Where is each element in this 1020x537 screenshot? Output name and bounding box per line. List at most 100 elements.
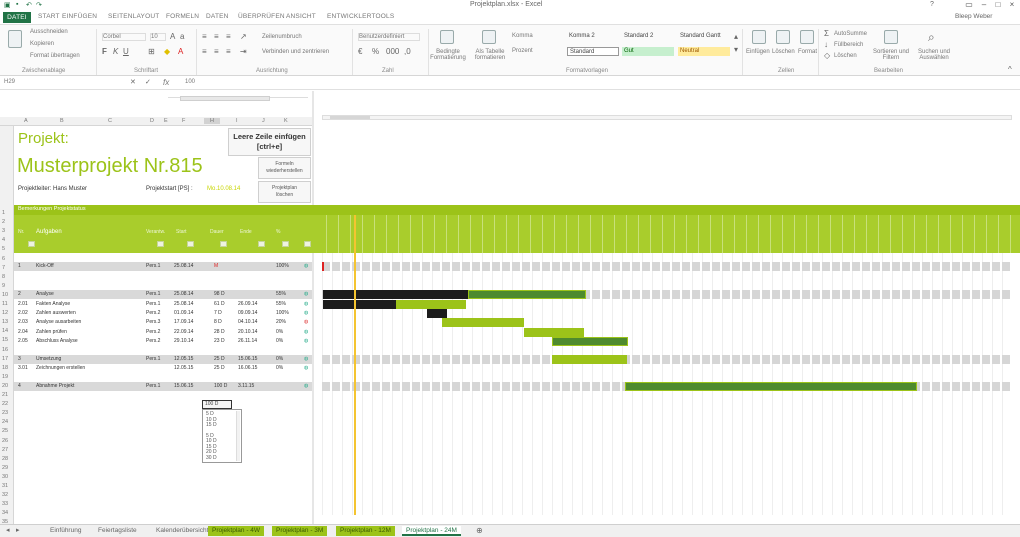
row-number[interactable]: 23 [2, 410, 9, 417]
gantt-bar[interactable] [396, 300, 466, 309]
row-number[interactable]: 15 [2, 337, 9, 344]
row-number[interactable]: 28 [2, 455, 9, 462]
thousands-icon[interactable]: 000 [386, 47, 400, 56]
task-end[interactable]: 15.06.15 [238, 356, 258, 362]
row-number[interactable]: 2 [2, 219, 6, 226]
wrap-text-button[interactable]: Zeilenumbruch [262, 34, 302, 40]
task-start[interactable]: 22.09.14 [174, 329, 194, 335]
task-nr[interactable]: 2.02 [18, 310, 28, 316]
column-header-selected[interactable]: H [204, 118, 220, 124]
sheet-tab-einfuehrung[interactable]: Einführung [50, 527, 82, 534]
fill-button[interactable]: Füllbereich [834, 42, 864, 48]
gantt-bar[interactable] [322, 262, 324, 271]
left-pane-scroll-thumb[interactable] [180, 96, 270, 101]
task-resp[interactable]: Pers.2 [146, 310, 161, 316]
filter-dropdown-icon[interactable] [28, 241, 35, 247]
task-start[interactable]: 25.08.14 [174, 301, 194, 307]
row-number[interactable]: 7 [2, 264, 6, 271]
maximize-icon[interactable]: □ [995, 0, 1001, 9]
format-painter-button[interactable]: Format übertragen [30, 53, 80, 59]
task-nr[interactable]: 2 [18, 291, 21, 297]
autosum-button[interactable]: AutoSumme [834, 31, 868, 37]
align-top-icon[interactable]: ≡ [202, 32, 207, 41]
column-header[interactable]: K [284, 118, 288, 124]
summary-task-row[interactable]: 3 Umsetzung Pers.1 12.05.15 25 D 15.06.15 0% ◍ [14, 355, 312, 364]
dropdown-scrollbar[interactable] [236, 411, 240, 461]
column-header[interactable]: C [108, 118, 112, 124]
row-number[interactable]: 27 [2, 446, 9, 453]
tab-scroll-right-icon[interactable]: ▸ [16, 527, 20, 534]
styles-scroll-up-icon[interactable]: ▴ [734, 32, 739, 41]
row-number[interactable]: 17 [2, 355, 9, 362]
tab-insert[interactable]: EINFÜGEN [62, 13, 98, 20]
format-as-table-icon[interactable] [482, 30, 496, 44]
column-header[interactable]: I [236, 118, 238, 124]
project-name[interactable]: Musterprojekt Nr.815 [17, 155, 203, 177]
filter-dropdown-icon[interactable] [220, 241, 227, 247]
summary-task-row[interactable]: 1 Kick-Off Pers.1 25.08.14 M 100% ◍ [14, 262, 312, 271]
row-number[interactable]: 13 [2, 319, 9, 326]
row-number[interactable]: 33 [2, 501, 9, 508]
task-end[interactable]: 16.06.15 [238, 365, 258, 371]
project-start-value[interactable]: Mo.10.08.14 [207, 186, 241, 192]
row-number[interactable]: 12 [2, 310, 9, 317]
row-number[interactable]: 29 [2, 464, 9, 471]
italic-icon[interactable]: K [113, 47, 119, 56]
row-number[interactable]: 26 [2, 437, 9, 444]
gantt-bar[interactable] [468, 290, 586, 299]
tab-data[interactable]: DATEN [206, 13, 229, 20]
task-row[interactable]: 3.01 Zeichnungen erstellen 12.05.15 25 D 16.… [14, 364, 312, 373]
row-number[interactable]: 5 [2, 246, 6, 253]
sheet-tab-feiertage[interactable]: Feiertagsliste [98, 527, 137, 534]
grow-font-icon[interactable]: A [170, 32, 176, 41]
font-name-select[interactable]: Corbel [102, 33, 146, 41]
add-sheet-icon[interactable]: ⊕ [476, 526, 483, 535]
task-nr[interactable]: 2.05 [18, 338, 28, 344]
filter-dropdown-icon[interactable] [258, 241, 265, 247]
dropdown-option[interactable]: 20 D [206, 449, 217, 455]
row-number[interactable]: 21 [2, 392, 9, 398]
task-nr[interactable]: 3 [18, 356, 21, 362]
task-dur[interactable]: 8 D [214, 319, 222, 325]
filter-dropdown-icon[interactable] [282, 241, 289, 247]
task-start[interactable]: 25.08.14 [174, 291, 194, 297]
cut-button[interactable]: Ausschneiden [30, 29, 68, 35]
task-name[interactable]: Analyse [36, 291, 54, 297]
filter-dropdown-icon[interactable] [304, 241, 311, 247]
task-pct[interactable]: 55% [276, 301, 287, 307]
row-number[interactable]: 1 [2, 210, 6, 216]
tab-review[interactable]: ÜBERPRÜFEN [238, 13, 285, 20]
style-standard-2[interactable]: Standard 2 [624, 33, 654, 39]
duration-dropdown-list[interactable]: 5 D 10 D 15 D 5 D 10 D 15 D 20 D 30 D [202, 409, 242, 463]
user-name[interactable]: Bleep Weber [955, 13, 993, 20]
task-name[interactable]: Umsetzung [36, 356, 62, 362]
column-header[interactable]: D [150, 118, 154, 124]
task-dur[interactable]: 23 D [214, 338, 225, 344]
task-dur[interactable]: 61 D [214, 301, 225, 307]
align-center-icon[interactable]: ≡ [214, 47, 219, 56]
task-name[interactable]: Kick-Off [36, 263, 54, 269]
paste-icon[interactable] [8, 30, 22, 48]
task-row[interactable]: 2.04 Zahlen prüfen Pers.2 22.09.14 28 D 20.10… [14, 328, 312, 337]
copy-button[interactable]: Kopieren [30, 41, 55, 47]
clear-icon[interactable]: ◇ [824, 51, 831, 60]
style-komma[interactable]: Komma [512, 33, 533, 39]
task-dur[interactable]: 100 D [214, 383, 228, 389]
task-start[interactable]: 15.06.15 [174, 383, 194, 389]
task-dur[interactable]: 7 D [214, 310, 222, 316]
gantt-bar[interactable] [552, 337, 628, 346]
undo-icon[interactable]: ↶ [26, 2, 32, 9]
task-name[interactable]: Abnahme Projekt [36, 383, 75, 389]
pane-splitter[interactable] [312, 91, 314, 524]
task-name[interactable]: Analyse ausarbeiten [36, 319, 82, 325]
task-pct[interactable]: 100% [276, 263, 289, 269]
collapse-ribbon-icon[interactable]: ^ [1008, 65, 1012, 74]
format-as-table-button[interactable]: Als Tabelle formatieren [474, 49, 506, 61]
row-number[interactable]: 20 [2, 382, 9, 389]
close-icon[interactable]: × [1009, 0, 1015, 9]
task-name[interactable]: Zahlen auswerten [36, 310, 76, 316]
styles-scroll-down-icon[interactable]: ▾ [734, 45, 739, 54]
task-nr[interactable]: 2.03 [18, 319, 28, 325]
delete-project-plan-button[interactable]: Projektplan löschen [258, 181, 311, 203]
clear-button[interactable]: Löschen [834, 53, 857, 59]
